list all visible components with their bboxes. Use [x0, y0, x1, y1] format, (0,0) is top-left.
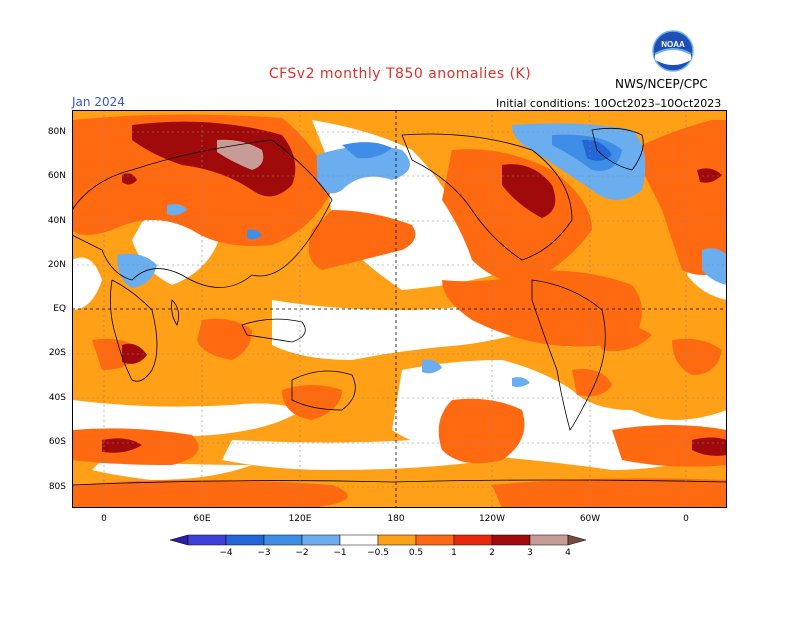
legend-tick-label: −3 [257, 548, 271, 558]
legend-swatch [529, 534, 569, 546]
lat-label: 20S [48, 348, 66, 358]
legend-swatch [339, 534, 379, 546]
legend-swatch [301, 534, 341, 546]
color-legend [170, 534, 587, 546]
noaa-logo-icon: NOAA [652, 30, 694, 72]
lat-label: 40S [48, 393, 66, 403]
agency-label: NWS/NCEP/CPC [615, 77, 708, 91]
equator-dateline [72, 110, 727, 508]
lat-label: 60N [47, 171, 66, 181]
anomaly-map [72, 110, 727, 508]
legend-tick-label: 4 [565, 548, 571, 558]
lon-label: 60E [193, 514, 211, 524]
lon-label: 60W [579, 514, 601, 524]
legend-swatch [491, 534, 531, 546]
cold-anomaly-areas [117, 123, 727, 387]
lat-label: EQ [53, 304, 66, 314]
graticule-grid [72, 110, 727, 508]
legend-tick-label: −0.5 [367, 548, 389, 558]
lat-label: 80N [47, 127, 66, 137]
continent-outlines [72, 127, 727, 486]
warm-anomaly-2-3 [102, 121, 727, 456]
lon-label: 120E [288, 514, 312, 524]
legend-arrow-low [170, 534, 189, 546]
legend-swatch [225, 534, 265, 546]
lat-label: 40N [47, 216, 66, 226]
legend-arrow-high [567, 534, 587, 546]
legend-tick-label: 3 [527, 548, 533, 558]
forecast-month: Jan 2024 [72, 95, 125, 109]
svg-text:NOAA: NOAA [661, 40, 685, 49]
legend-swatch [415, 534, 455, 546]
lon-label: 0 [101, 514, 107, 524]
map-frame [72, 110, 727, 508]
lat-label: 60S [48, 437, 66, 447]
legend-tick-label: −2 [295, 548, 309, 558]
legend-tick-label: 1 [451, 548, 457, 558]
legend-tick-label: 2 [489, 548, 495, 558]
initial-conditions: Initial conditions: 10Oct2023–10Oct2023 [496, 97, 722, 110]
legend-swatch [453, 534, 493, 546]
legend-tick-label: 0.5 [408, 548, 424, 558]
lon-label: 0 [683, 514, 689, 524]
lon-label: 180 [387, 514, 405, 524]
legend-tick-label: −4 [219, 548, 233, 558]
legend-tick-label: −1 [333, 548, 347, 558]
lat-label: 80S [48, 482, 66, 492]
lat-label: 20N [47, 260, 66, 270]
chart-title: CFSv2 monthly T850 anomalies (K) [268, 66, 532, 82]
legend-swatch [187, 534, 227, 546]
warm-anomaly-3-4 [217, 139, 264, 170]
lon-label: 120W [478, 514, 506, 524]
legend-swatch [263, 534, 303, 546]
legend-swatch [377, 534, 417, 546]
